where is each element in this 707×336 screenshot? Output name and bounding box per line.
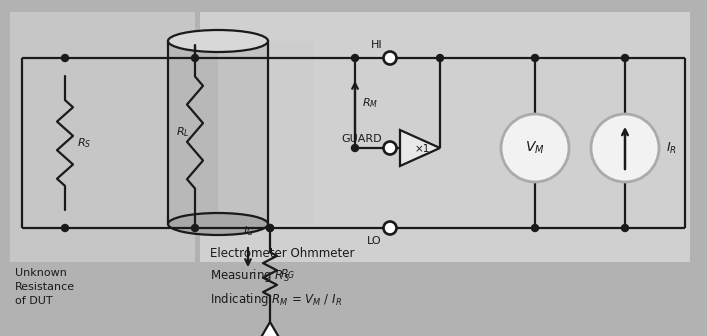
Circle shape — [383, 51, 397, 65]
Text: $R_G$: $R_G$ — [280, 267, 296, 281]
Circle shape — [383, 221, 397, 235]
Text: LO: LO — [368, 236, 382, 246]
Circle shape — [621, 54, 629, 61]
Circle shape — [436, 54, 443, 61]
Text: ×1: ×1 — [414, 144, 430, 154]
Bar — [168, 41, 268, 224]
Text: $R_L$: $R_L$ — [177, 126, 190, 139]
Circle shape — [532, 54, 539, 61]
Circle shape — [501, 114, 569, 182]
Polygon shape — [256, 322, 284, 336]
Circle shape — [351, 144, 358, 152]
Text: GUARD: GUARD — [341, 134, 382, 144]
Text: $I_R$: $I_R$ — [666, 140, 677, 156]
Text: $V_M$: $V_M$ — [525, 140, 545, 156]
FancyBboxPatch shape — [10, 12, 195, 262]
Circle shape — [62, 224, 69, 232]
Circle shape — [383, 141, 397, 155]
Ellipse shape — [168, 30, 268, 52]
Circle shape — [267, 224, 274, 232]
Circle shape — [192, 54, 199, 61]
Bar — [218, 41, 314, 224]
Circle shape — [192, 224, 199, 232]
Polygon shape — [400, 130, 440, 166]
Ellipse shape — [168, 213, 268, 235]
Circle shape — [62, 54, 69, 61]
Text: $R_M$: $R_M$ — [362, 96, 378, 110]
Text: Unknown
Resistance
of DUT: Unknown Resistance of DUT — [15, 268, 75, 306]
Circle shape — [591, 114, 659, 182]
FancyBboxPatch shape — [200, 12, 690, 262]
Text: $R_S$: $R_S$ — [77, 136, 91, 150]
Circle shape — [267, 224, 274, 232]
Text: HI: HI — [370, 40, 382, 50]
Circle shape — [351, 54, 358, 61]
Text: Electrometer Ohmmeter
Measuring $R_S$
Indicating $R_M$ = $V_M$ / $I_R$: Electrometer Ohmmeter Measuring $R_S$ In… — [210, 247, 354, 308]
Text: $I_G$: $I_G$ — [243, 224, 253, 238]
Circle shape — [621, 224, 629, 232]
Circle shape — [532, 224, 539, 232]
